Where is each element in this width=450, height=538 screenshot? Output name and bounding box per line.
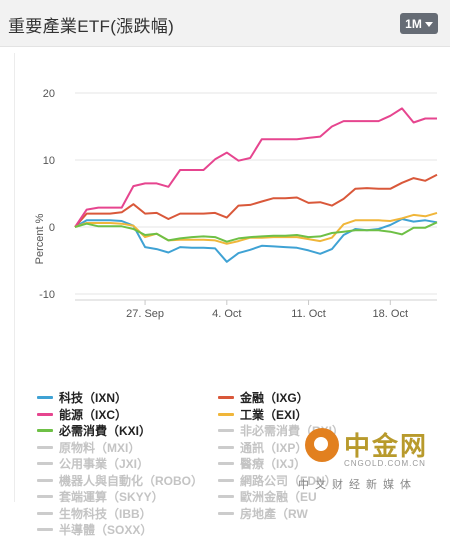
legend-item[interactable]: 工業（EXI） [218,406,307,423]
y-axis-label: Percent % [34,213,46,265]
legend-item[interactable]: 醫療（IXJ） [218,455,306,472]
legend-item[interactable]: 必需消費（KXI） [37,422,151,439]
legend-label: 機器人與自動化（ROBO） [59,473,204,488]
watermark-brand: 中金网 [344,432,429,462]
legend-item[interactable]: 套端運算（SKYY） [37,488,164,505]
legend-swatch [37,429,53,432]
range-label: 1M [405,16,422,31]
legend-swatch [37,478,53,482]
legend-swatch [218,462,234,465]
brand-logo-icon [305,428,339,462]
legend-item[interactable]: 網路公司（FDN） [218,472,337,489]
legend-label: 套端運算（SKYY） [59,490,164,504]
line-chart: -10 0 10 20 27. Sep 4. Oct 11. Oct 18. Oct [39,88,438,320]
legend-item[interactable]: 房地產（RW [218,505,308,522]
legend-swatch [37,495,53,498]
legend-label: 原物料（MXI） [59,440,141,455]
legend-swatch [218,429,234,432]
legend-label: 醫療（IXJ） [240,457,307,471]
y-tick-label-1: 0 [49,222,55,234]
legend-swatch [37,412,53,416]
legend-label: 半導體（SOXX） [59,523,153,537]
watermark: 中金网 CNGOLD.COM.CN 中文财经新媒体 [298,426,450,502]
legend-item[interactable]: 公用事業（JXI） [37,455,149,472]
x-tick-label-2: 11. Oct [291,308,326,320]
legend-swatch [218,445,234,449]
y-tick-label-2: 10 [43,155,55,167]
watermark-domain: CNGOLD.COM.CN [344,459,426,468]
legend-label: 歐洲金融（EU [240,490,317,504]
y-tick-label-0: -10 [39,289,55,301]
legend-item[interactable]: 科技（IXN） [37,389,127,406]
range-selector-button[interactable]: 1M [400,13,438,34]
legend-label: 房地產（RW [240,506,308,521]
watermark-tagline: 中文财经新媒体 [298,479,417,491]
chevron-down-icon [424,22,433,27]
legend-item[interactable]: 金融（IXG） [218,389,309,406]
page-title: 重要產業ETF(漲跌幅) [8,17,175,36]
x-tick-label-3: 18. Oct [373,308,408,320]
legend-label: 生物科技（IBB） [59,506,152,521]
legend-label: 科技（IXN） [59,391,128,405]
series-line-2 [74,107,437,228]
legend-label: 工業（EXI） [240,407,308,422]
legend-label: 網路公司（FDN） [240,473,337,488]
legend-label: 必需消費（KXI） [59,424,152,438]
chart-card: -10 0 10 20 27. Sep 4. Oct 11. Oct 18. Oct Perc… [14,53,449,537]
legend-swatch [37,445,53,449]
legend-swatch [218,478,234,482]
chart-header: 重要產業ETF(漲跌幅) 1M [0,0,450,47]
legend-item[interactable]: 半導體（SOXX） [37,521,152,538]
x-tick-label-1: 4. Oct [212,308,241,320]
legend-label: 金融（IXG） [240,391,309,405]
legend-swatch [218,412,234,416]
legend-item[interactable]: 原物料（MXI） [37,439,140,456]
x-tick-label-0: 27. Sep [126,308,164,320]
legend-item[interactable]: 生物科技（IBB） [37,505,152,522]
legend-swatch [37,396,53,399]
legend-item[interactable]: 歐洲金融（EU [218,488,317,505]
legend-swatch [37,462,53,465]
legend-label: 能源（IXC） [59,407,128,422]
legend-label: 通訊（IXP） [240,440,308,455]
legend-swatch [37,511,53,515]
legend-item[interactable]: 通訊（IXP） [218,439,307,456]
y-tick-label-3: 20 [43,88,55,100]
legend-item[interactable]: 能源（IXC） [37,406,127,423]
series-line-4 [74,221,438,243]
legend-label: 公用事業（JXI） [59,457,150,471]
legend-swatch [218,511,234,515]
legend-swatch [37,528,53,531]
legend-swatch [218,495,234,498]
series-line-1 [74,173,438,228]
legend-item[interactable]: 機器人與自動化（ROBO） [37,472,203,489]
legend-swatch [218,396,234,399]
